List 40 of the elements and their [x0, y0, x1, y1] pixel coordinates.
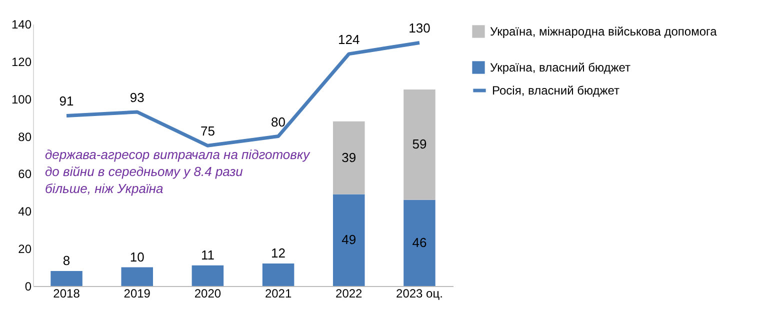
- data-label: 10: [130, 249, 144, 264]
- data-label: 80: [271, 114, 286, 130]
- y-tick-label: 0: [24, 280, 32, 294]
- y-tick-label: 140: [11, 18, 32, 32]
- bar: [404, 200, 436, 286]
- x-tick-label: 2022: [336, 286, 363, 300]
- x-tick-label: 2018: [53, 286, 80, 300]
- bar: [262, 264, 294, 286]
- x-tick-label: 2021: [264, 286, 292, 300]
- x-tick-label: 2020: [194, 286, 222, 300]
- x-tick-label: 2019: [124, 286, 151, 300]
- bar: [404, 90, 436, 200]
- data-label: 8: [62, 253, 70, 268]
- bar: [192, 265, 224, 286]
- data-label: 93: [130, 90, 144, 105]
- data-label: 11: [200, 247, 214, 262]
- bar: [121, 267, 153, 286]
- y-tick-label: 80: [18, 130, 32, 144]
- x-tick-label: 2023 оц.: [396, 286, 443, 300]
- legend-label: Росія, власний бюджет: [492, 84, 620, 98]
- y-tick-label: 20: [18, 242, 32, 256]
- bar: [333, 194, 365, 286]
- y-tick-label: 40: [18, 204, 32, 219]
- data-label: 124: [338, 32, 360, 47]
- data-label: 12: [271, 246, 286, 261]
- data-label: 59: [412, 136, 427, 152]
- bar: [50, 271, 82, 286]
- data-label: 49: [342, 232, 356, 248]
- y-tick-label: 60: [18, 167, 32, 182]
- legend-label: Україна, власний бюджет: [490, 60, 632, 74]
- y-tick-label: 120: [11, 54, 32, 69]
- bar: [333, 121, 365, 194]
- legend-label: Україна, міжнародна військова допомога: [490, 24, 718, 38]
- data-label: 130: [408, 20, 430, 36]
- data-label: 39: [342, 150, 356, 165]
- data-label: 91: [59, 94, 74, 109]
- annotation: держава-агресор витрачала на підготовку до війни в середньому у 8.4 рази більше, ніж Україна: [45, 147, 312, 196]
- y-tick-label: 100: [11, 92, 32, 106]
- data-label: 46: [412, 234, 427, 250]
- data-label: 75: [200, 124, 215, 139]
